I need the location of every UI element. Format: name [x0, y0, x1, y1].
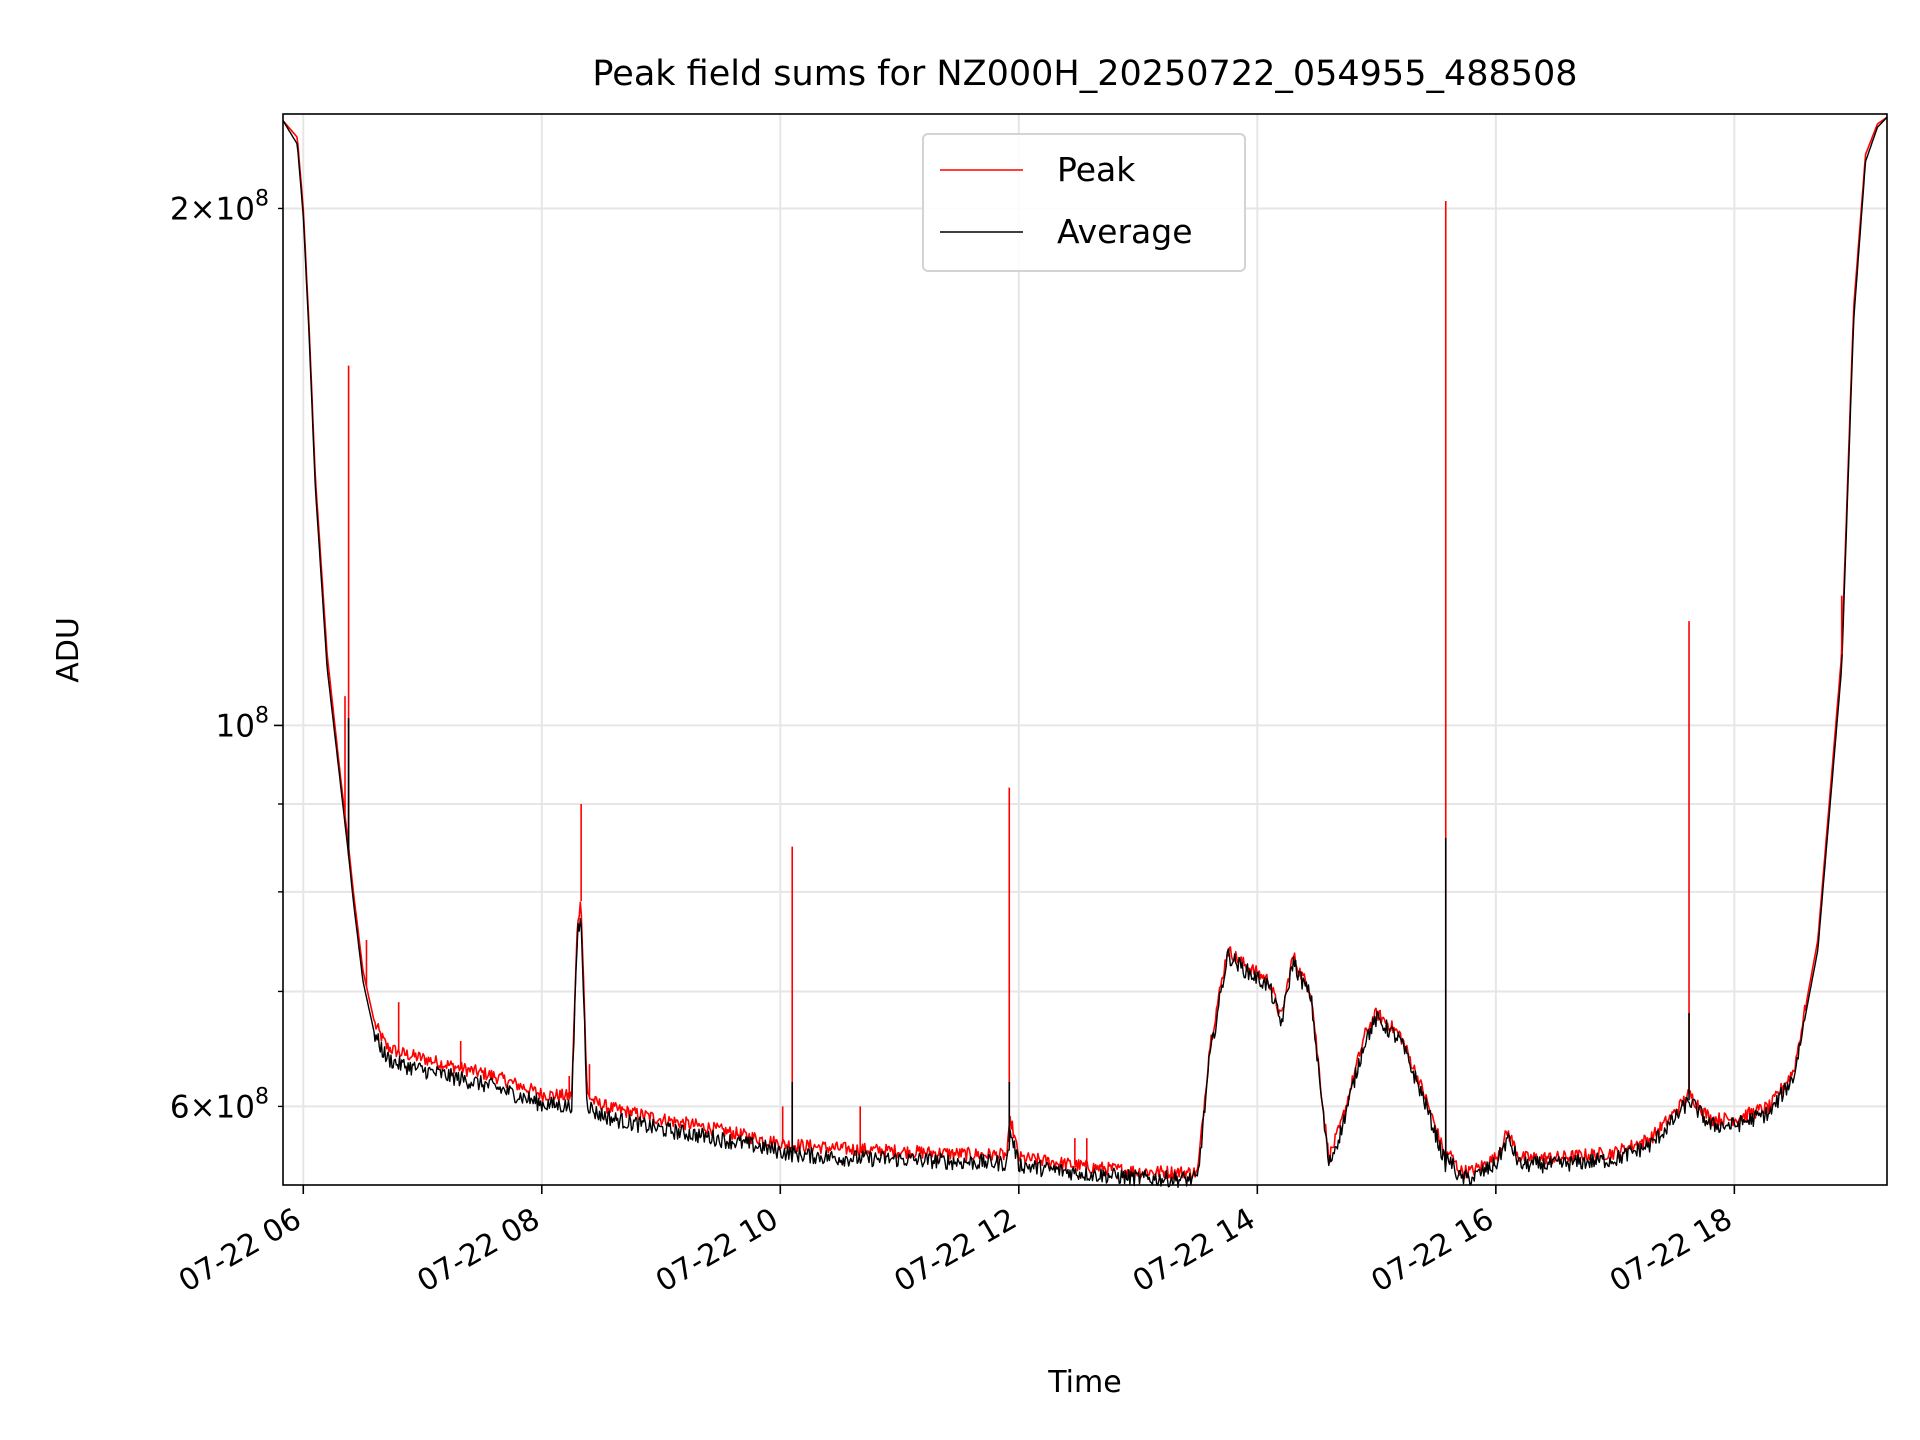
y-major-tick-label: 108 [216, 703, 269, 744]
y-minor-tick-label: 2×108 [170, 186, 269, 227]
y-tick-coefficient: 6× [170, 1089, 216, 1125]
series-line-peak [282, 116, 1888, 1180]
y-tick-base: 10 [216, 708, 255, 744]
y-tick-base: 10 [216, 1089, 255, 1125]
y-minor-tick-label: 6×108 [170, 1084, 269, 1125]
x-axis-label: Time [1047, 1365, 1121, 1400]
series-line-average [282, 116, 1888, 1189]
legend-box [922, 133, 1246, 272]
legend-peak-label: Peak [1057, 150, 1136, 189]
chart-title: Peak field sums for NZ000H_20250722_0549… [592, 54, 1577, 94]
y-tick-base: 10 [216, 191, 255, 227]
plot-frame [282, 113, 1888, 1186]
y-tick-coefficient: 2× [170, 191, 216, 227]
y-axis-label: ADU [51, 617, 86, 683]
series-lines [282, 116, 1888, 1189]
y-tick-exponent: 8 [255, 1084, 269, 1109]
legend-average-label: Average [1057, 212, 1193, 251]
y-tick-exponent: 8 [255, 703, 269, 728]
y-tick-exponent: 8 [255, 186, 269, 211]
legend: Peak Average [922, 133, 1246, 272]
